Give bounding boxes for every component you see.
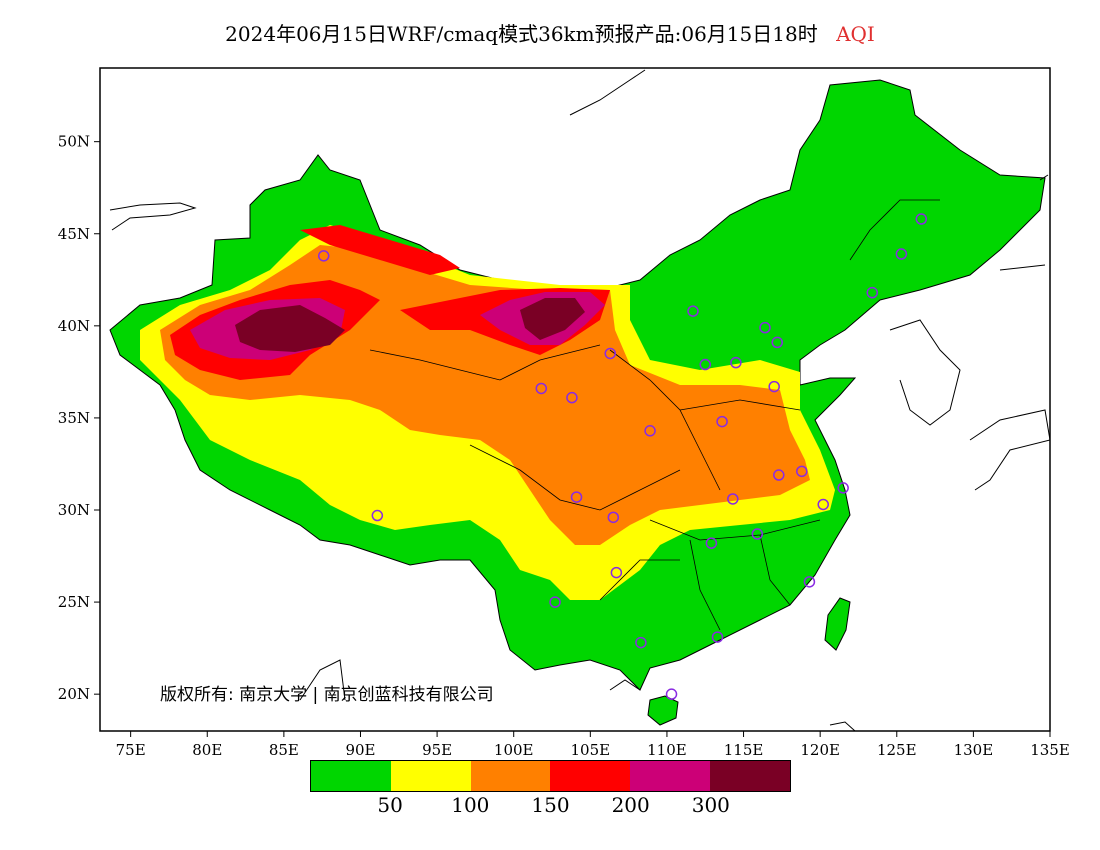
legend-swatch bbox=[390, 761, 471, 791]
province-boundaries bbox=[369, 199, 940, 631]
city-marker bbox=[570, 491, 583, 503]
map-frame bbox=[99, 67, 1051, 732]
city-marker bbox=[866, 286, 879, 299]
city-marker bbox=[915, 213, 928, 225]
city-marker bbox=[549, 596, 561, 608]
y-tick-label: 40N bbox=[58, 317, 90, 335]
city-markers bbox=[317, 213, 928, 700]
y-tick-label: 30N bbox=[58, 501, 90, 519]
city-marker bbox=[727, 493, 739, 505]
y-axis: 50N 45N 40N 35N 30N 25N 20N bbox=[58, 133, 100, 703]
city-marker bbox=[705, 537, 718, 549]
x-tick-label: 75E bbox=[116, 741, 146, 759]
x-tick-label: 95E bbox=[422, 741, 452, 759]
region-red-north bbox=[300, 225, 460, 275]
coastlines bbox=[109, 69, 1050, 731]
city-marker bbox=[771, 336, 784, 349]
city-marker bbox=[837, 482, 849, 494]
island-hainan bbox=[647, 695, 679, 726]
city-marker bbox=[803, 576, 816, 588]
legend-label: 200 bbox=[611, 793, 650, 817]
legend-swatch bbox=[550, 761, 631, 791]
x-tick-label: 100E bbox=[494, 741, 534, 759]
city-marker bbox=[566, 391, 578, 404]
city-marker bbox=[699, 358, 711, 371]
city-marker bbox=[317, 250, 330, 262]
color-legend bbox=[310, 760, 791, 792]
legend-swatch bbox=[630, 761, 711, 791]
x-tick-label: 115E bbox=[724, 741, 764, 759]
island-taiwan bbox=[824, 597, 851, 651]
legend-label: 300 bbox=[691, 793, 730, 817]
city-marker bbox=[796, 465, 808, 478]
city-marker bbox=[768, 380, 780, 393]
title-text: 2024年06月15日WRF/cmaq模式36km预报产品:06月15日18时 bbox=[225, 22, 818, 46]
x-tick-label: 105E bbox=[571, 741, 611, 759]
x-tick-label: 90E bbox=[345, 741, 375, 759]
x-tick-label: 120E bbox=[800, 741, 840, 759]
legend-label: 150 bbox=[531, 793, 570, 817]
city-marker bbox=[759, 321, 771, 334]
city-marker bbox=[895, 248, 908, 260]
y-tick-label: 45N bbox=[58, 225, 90, 243]
legend-label: 100 bbox=[451, 793, 490, 817]
y-tick-label: 50N bbox=[58, 133, 90, 151]
map-title: 2024年06月15日WRF/cmaq模式36km预报产品:06月15日18时 … bbox=[0, 18, 1100, 47]
city-marker bbox=[635, 636, 647, 649]
city-marker bbox=[607, 511, 620, 524]
x-tick-label: 85E bbox=[269, 741, 299, 759]
title-variable: AQI bbox=[836, 22, 875, 46]
x-tick-label: 135E bbox=[1030, 741, 1070, 759]
city-marker bbox=[817, 498, 829, 511]
legend-swatch bbox=[710, 761, 790, 791]
x-axis: 75E 80E 85E 90E 95E 100E 105E 110E 115E 120E 125E 1… bbox=[116, 731, 1070, 759]
city-marker bbox=[716, 415, 728, 428]
city-marker bbox=[535, 382, 548, 395]
city-marker bbox=[644, 425, 656, 437]
x-tick-label: 130E bbox=[954, 741, 994, 759]
legend-swatch bbox=[311, 761, 391, 791]
legend-label: 50 bbox=[377, 793, 403, 817]
y-tick-label: 20N bbox=[58, 685, 90, 703]
map-content bbox=[109, 69, 1050, 731]
y-tick-label: 25N bbox=[58, 593, 90, 611]
city-marker bbox=[610, 566, 623, 579]
city-marker bbox=[751, 528, 764, 540]
x-tick-label: 125E bbox=[877, 741, 917, 759]
city-marker bbox=[604, 347, 616, 360]
region-maroon bbox=[235, 305, 345, 352]
legend-labels: 50 100 150 200 300 bbox=[0, 793, 1100, 819]
x-tick-label: 80E bbox=[192, 741, 222, 759]
city-marker bbox=[773, 469, 785, 481]
city-marker bbox=[687, 305, 699, 317]
y-tick-label: 35N bbox=[58, 409, 90, 427]
x-tick-label: 110E bbox=[647, 741, 687, 759]
legend-swatch bbox=[470, 761, 551, 791]
region-maroon-east bbox=[520, 298, 585, 340]
city-marker bbox=[665, 688, 678, 700]
city-marker bbox=[730, 356, 742, 369]
city-marker bbox=[711, 631, 724, 643]
city-marker bbox=[371, 509, 384, 522]
copyright-text: 版权所有: 南京大学 | 南京创蓝科技有限公司 bbox=[160, 685, 494, 705]
